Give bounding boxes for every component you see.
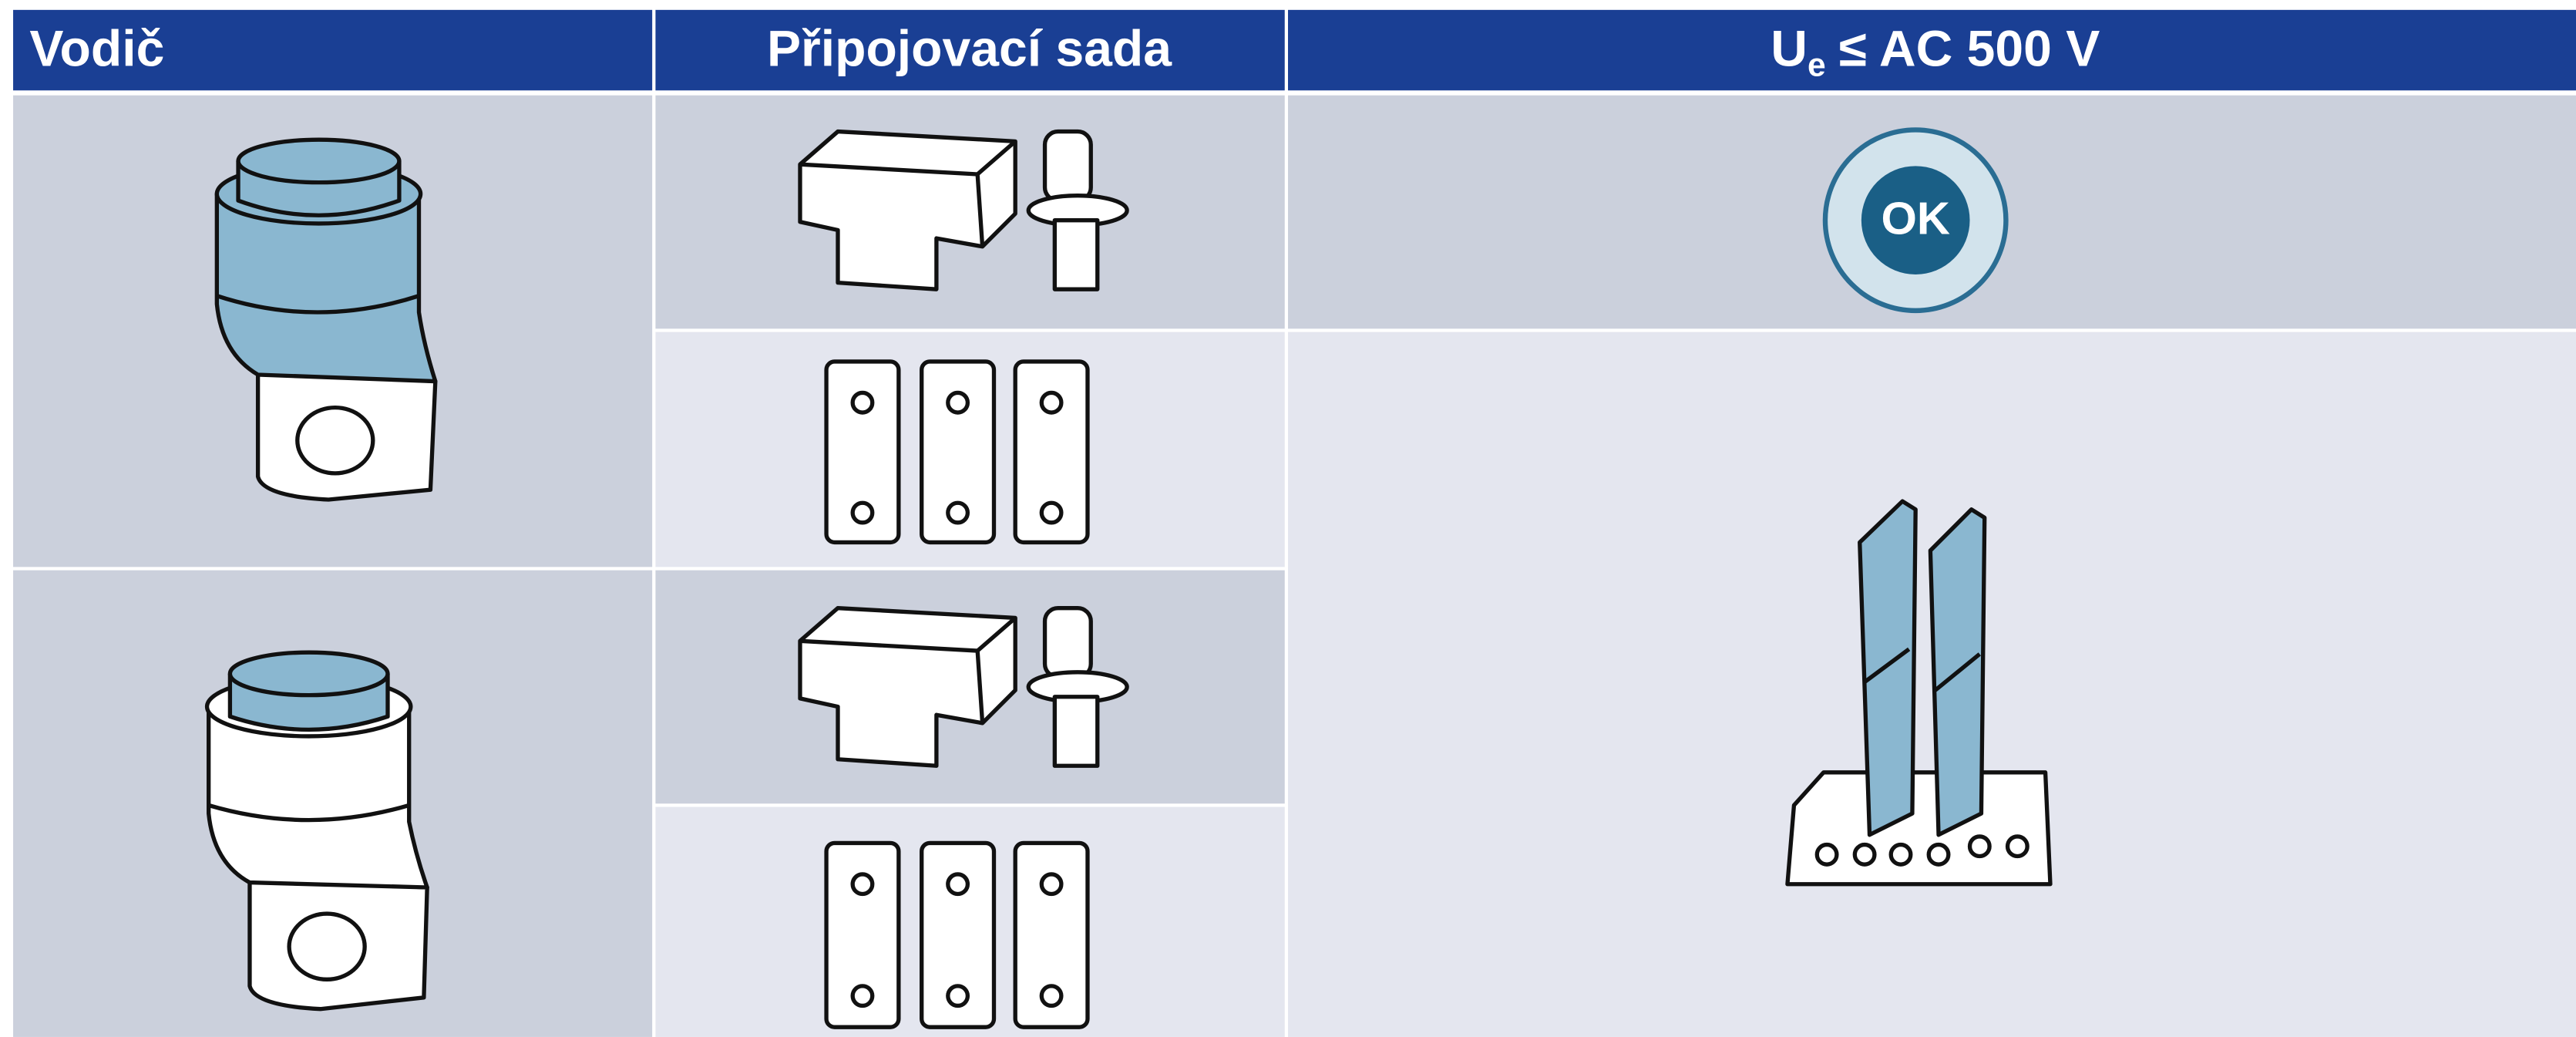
terminal-icon xyxy=(1785,499,2053,887)
cable-lug-icon xyxy=(204,650,429,1012)
header-symbol: U xyxy=(1771,21,1808,78)
clamp-set-icon xyxy=(798,129,1129,291)
header-cell xyxy=(13,9,653,91)
ok-badge: OK xyxy=(1822,127,2009,314)
header-cell xyxy=(1288,9,2576,91)
header-rest: ≤ AC 500 V xyxy=(1839,21,2100,78)
header-text: Ue ≤ AC 500 V xyxy=(1771,21,2100,84)
plate-set-icon xyxy=(824,359,1090,545)
header-text: Připojovací sada xyxy=(767,21,1172,78)
plate-set-icon xyxy=(824,840,1090,1029)
clamp-set-icon xyxy=(798,605,1129,768)
cable-lug-icon xyxy=(214,137,438,502)
header-text: Vodič xyxy=(29,21,164,78)
header-subscript: e xyxy=(1808,47,1826,84)
cell xyxy=(1288,332,2576,1037)
header-cell xyxy=(655,9,1285,91)
ok-text: OK xyxy=(1881,193,1949,244)
